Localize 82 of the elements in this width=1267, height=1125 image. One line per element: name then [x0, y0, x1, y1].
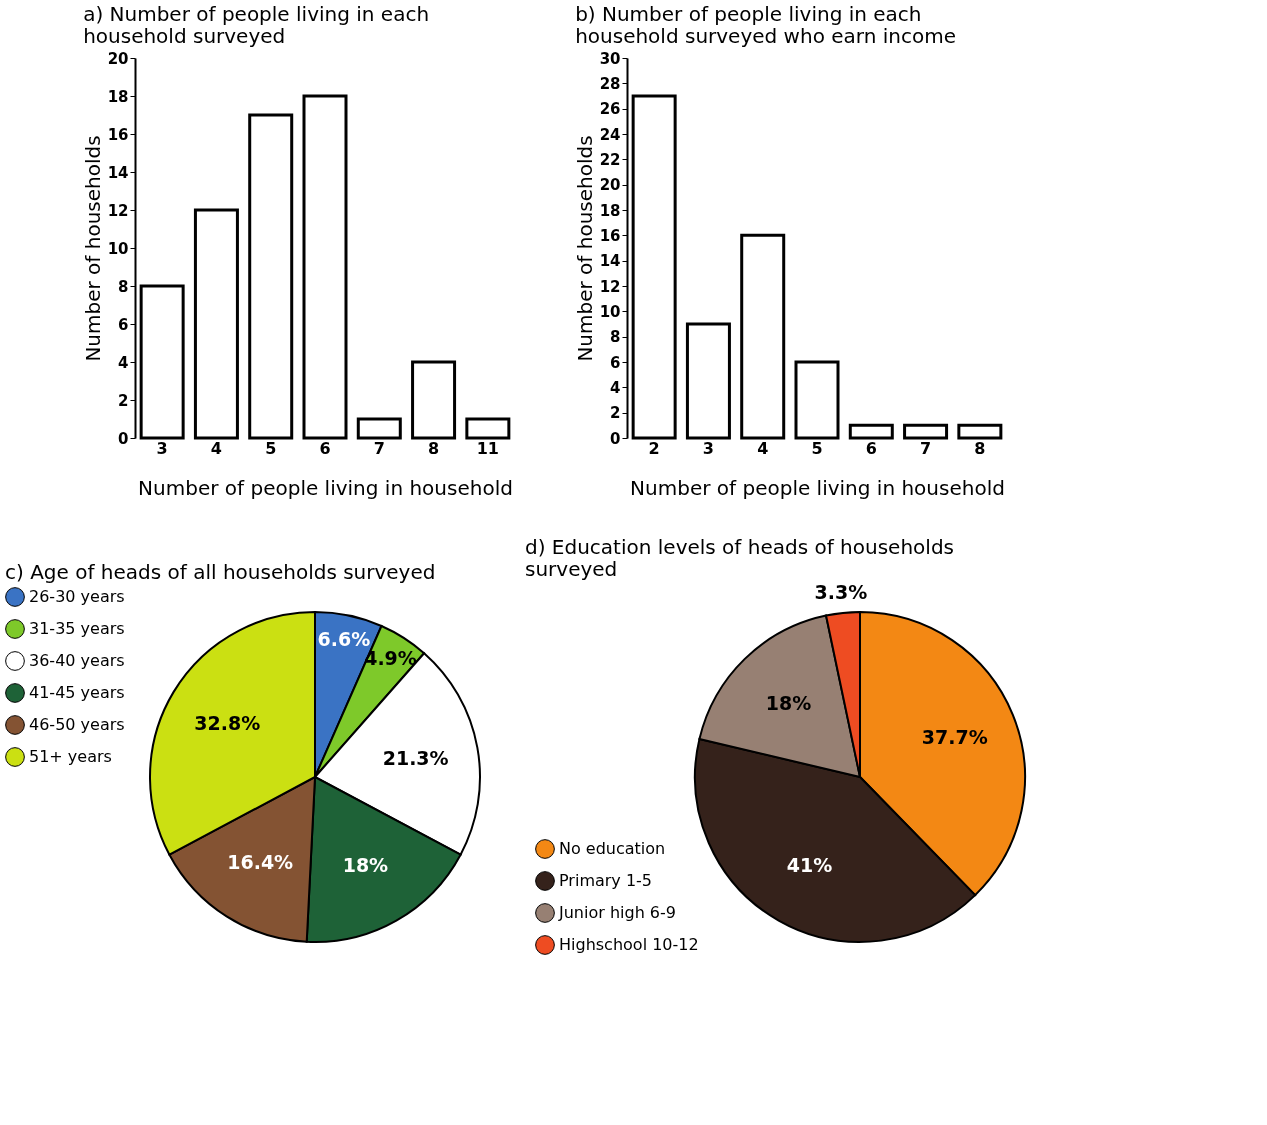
chart-title: a) Number of people living in each household surveyed: [83, 2, 430, 48]
chart-title: d) Education levels of heads of households surveyed: [525, 535, 954, 582]
y-tick-label: 26: [599, 100, 621, 119]
data-label: 18%: [765, 691, 812, 714]
legend-label: 36-40 years: [29, 651, 125, 670]
data-label: 18%: [342, 854, 389, 877]
y-tick-label: 14: [599, 252, 621, 271]
x-tick-label: 6: [865, 438, 877, 458]
legend-label: 51+ years: [29, 747, 112, 766]
bar: [411, 360, 457, 440]
y-tick-label: 4: [118, 353, 129, 372]
bar: [465, 417, 511, 440]
bar: [356, 417, 402, 440]
legend-label: No education: [559, 839, 666, 858]
y-tick-label: 0: [610, 429, 621, 448]
legend-label: 26-30 years: [29, 587, 125, 606]
chart-title: b) Number of people living in each household surveyed who earn income: [575, 2, 956, 48]
y-axis-title: Number of households: [80, 135, 105, 362]
y-tick-label: 6: [118, 315, 129, 334]
x-tick-label: 8: [428, 438, 440, 458]
bar: [903, 423, 949, 440]
y-tick-label: 8: [118, 277, 129, 296]
y-tick-label: 30: [599, 49, 621, 68]
x-tick-label: 7: [920, 438, 932, 458]
legend-label: Junior high 6-9: [558, 903, 676, 922]
data-label: 21.3%: [382, 746, 449, 769]
bar: [740, 233, 786, 440]
legend-label: Highschool 10-12: [559, 935, 699, 954]
y-tick-label: 0: [118, 429, 129, 448]
y-tick-label: 10: [599, 302, 621, 321]
y-axis-title: Number of households: [572, 135, 597, 362]
x-tick-label: 3: [702, 438, 714, 458]
data-label: 37.7%: [921, 726, 988, 749]
legend-label: 41-45 years: [29, 683, 125, 702]
data-label: 32.8%: [194, 712, 261, 735]
x-tick-label: 2: [648, 438, 660, 458]
y-tick-label: 18: [599, 201, 621, 220]
bar: [631, 94, 677, 440]
bar: [248, 113, 294, 440]
x-tick-label: 11: [476, 438, 499, 458]
y-tick-label: 24: [599, 125, 621, 144]
x-tick-label: 8: [974, 438, 986, 458]
x-tick-label: 7: [373, 438, 385, 458]
x-axis-title: Number of people living in household: [138, 475, 513, 500]
y-tick-label: 20: [107, 49, 129, 68]
x-tick-label: 5: [811, 438, 823, 458]
y-tick-label: 18: [107, 87, 129, 106]
bar: [848, 423, 894, 440]
legend-label: Primary 1-5: [559, 871, 653, 890]
y-tick-label: 4: [610, 378, 621, 397]
x-tick-label: 4: [210, 438, 222, 458]
bar: [794, 360, 840, 440]
bar: [685, 322, 731, 440]
legend-label: 46-50 years: [29, 715, 125, 734]
y-tick-label: 20: [599, 176, 621, 195]
y-tick-label: 12: [599, 277, 621, 296]
legend-label: 31-35 years: [29, 619, 125, 638]
bar: [193, 208, 239, 440]
bar: [957, 423, 1003, 440]
y-tick-label: 2: [610, 404, 621, 423]
y-tick-label: 28: [599, 74, 621, 93]
bar: [139, 284, 185, 440]
y-tick-label: 16: [107, 125, 129, 144]
x-tick-label: 4: [757, 438, 769, 458]
x-tick-label: 6: [319, 438, 331, 458]
y-tick-label: 16: [599, 226, 621, 245]
x-tick-label: 5: [265, 438, 277, 458]
y-tick-label: 6: [610, 353, 621, 372]
data-label: 41%: [786, 854, 833, 877]
bar: [302, 94, 348, 440]
x-axis-title: Number of people living in household: [630, 475, 1005, 500]
y-tick-label: 8: [610, 328, 621, 347]
y-tick-label: 14: [107, 163, 129, 182]
chart-title: c) Age of heads of all households surveyed: [5, 560, 436, 584]
y-tick-label: 12: [107, 201, 129, 220]
y-tick-label: 2: [118, 391, 129, 410]
y-tick-label: 10: [107, 239, 129, 258]
x-tick-label: 3: [156, 438, 168, 458]
data-label: 16.4%: [227, 851, 294, 874]
y-tick-label: 22: [599, 150, 621, 169]
data-label: 6.6%: [317, 627, 371, 650]
data-label: 3.3%: [814, 581, 868, 604]
